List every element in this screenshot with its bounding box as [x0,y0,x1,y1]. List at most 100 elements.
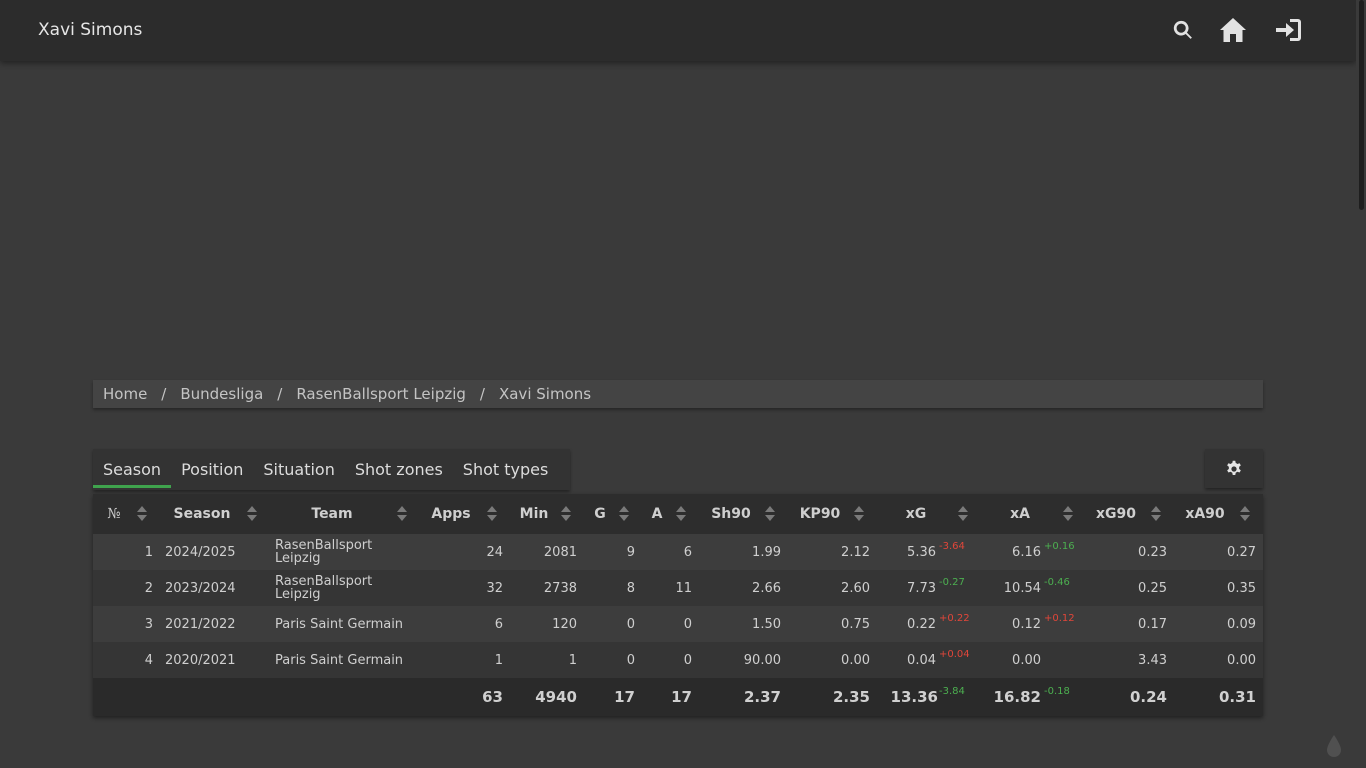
cell-xg: 7.73 [907,580,936,596]
header-goals[interactable]: G [594,506,606,522]
cell-xa90: 0.27 [1227,544,1256,560]
total-xa90: 0.31 [1218,688,1256,706]
header-kp90[interactable]: KP90 [799,506,841,522]
cell-xg-diff: -3.64 [939,541,965,552]
search-icon[interactable] [1168,16,1198,44]
cell-season: 2024/2025 [165,544,236,560]
table-row[interactable]: 2 2023/2024 RasenBallsport Leipzig 32 27… [93,570,1263,606]
cell-goals: 0 [626,652,635,668]
cell-min: 1 [568,652,577,668]
cell-number: 3 [144,616,153,632]
header-apps[interactable]: Apps [431,506,471,522]
cell-min: 2738 [543,580,577,596]
sort-icon[interactable] [247,506,257,522]
cell-xa: 0.12 [1012,616,1041,632]
cell-xg: 0.04 [907,652,936,668]
tab-shot-zones[interactable]: Shot zones [354,460,443,479]
cell-xg-diff: -0.27 [939,577,965,588]
cell-sh90: 1.99 [752,544,781,560]
tab-shot-types[interactable]: Shot types [462,460,549,479]
page-title: Xavi Simons [38,20,143,40]
cell-sh90: 1.50 [752,616,781,632]
tab-season[interactable]: Season [93,449,172,490]
table-header: № Season Team Apps Min G A Sh90 KP90 xG … [93,494,1263,534]
header-team[interactable]: Team [311,506,353,522]
cell-team[interactable]: RasenBallsport Leipzig [275,574,373,602]
table-row[interactable]: 1 2024/2025 RasenBallsport Leipzig 24 20… [93,534,1263,570]
breadcrumb: Home / Bundesliga / RasenBallsport Leipz… [93,380,1263,408]
sort-icon[interactable] [1063,506,1073,522]
cell-xg: 5.36 [907,544,936,560]
cell-goals: 0 [626,616,635,632]
sort-icon[interactable] [397,506,407,522]
table-row[interactable]: 4 2020/2021 Paris Saint Germain 1 1 0 0 … [93,642,1263,678]
tab-situation[interactable]: Situation [263,460,335,479]
header-xa[interactable]: xA [1010,506,1030,522]
cell-kp90: 2.12 [841,544,870,560]
page-scrollbar[interactable] [1356,0,1366,768]
table-row[interactable]: 3 2021/2022 Paris Saint Germain 6 120 0 … [93,606,1263,642]
top-navbar: Xavi Simons [0,0,1356,61]
cell-xa: 10.54 [1003,580,1041,596]
sign-in-icon[interactable] [1273,16,1303,44]
cell-number: 4 [144,652,153,668]
sort-icon[interactable] [137,506,147,522]
breadcrumb-home[interactable]: Home [103,385,148,403]
total-goals: 17 [614,688,635,706]
cell-kp90: 2.60 [841,580,870,596]
stats-tabs: Season Position Situation Shot zones Sho… [93,449,570,490]
breadcrumb-team[interactable]: RasenBallsport Leipzig [296,385,466,403]
cell-team[interactable]: RasenBallsport Leipzig [275,538,373,566]
total-xa: 16.82 [993,688,1041,706]
cell-sh90: 2.66 [752,580,781,596]
cell-xg90: 0.17 [1138,616,1167,632]
cell-team[interactable]: Paris Saint Germain [275,652,404,668]
table-body: 1 2024/2025 RasenBallsport Leipzig 24 20… [93,534,1263,678]
cell-apps: 1 [494,652,503,668]
cell-kp90: 0.75 [841,616,870,632]
sort-icon[interactable] [487,506,497,522]
header-xg90[interactable]: xG90 [1095,506,1136,522]
cell-xa-diff: +0.12 [1044,613,1075,624]
cell-min: 120 [552,616,577,632]
tab-position[interactable]: Position [181,460,244,479]
cell-xa-diff: +0.16 [1044,541,1075,552]
table-settings-button[interactable] [1205,449,1263,488]
cell-goals: 8 [626,580,635,596]
sort-icon[interactable] [1240,506,1250,522]
sort-icon[interactable] [765,506,775,522]
sort-icon[interactable] [561,506,571,522]
header-xg[interactable]: xG [905,506,927,522]
header-number[interactable]: № [107,506,121,522]
gear-icon [1227,460,1241,475]
cell-assists: 11 [675,580,692,596]
sort-icon[interactable] [676,506,686,522]
cell-xa: 6.16 [1012,544,1041,560]
sort-icon[interactable] [958,506,968,522]
total-sh90: 2.37 [743,688,781,706]
season-stats-table: № Season Team Apps Min G A Sh90 KP90 xG … [93,494,1263,716]
breadcrumb-separator: / [479,385,485,403]
header-season[interactable]: Season [173,506,231,522]
header-sh90[interactable]: Sh90 [711,506,751,522]
cell-season: 2023/2024 [165,580,236,596]
header-xa90[interactable]: xA90 [1185,506,1225,522]
cell-team[interactable]: Paris Saint Germain [275,616,404,632]
breadcrumb-league[interactable]: Bundesliga [180,385,264,403]
sort-icon[interactable] [1151,506,1161,522]
total-xg90: 0.24 [1129,688,1167,706]
header-min[interactable]: Min [519,506,549,522]
cell-xa-diff: -0.46 [1044,577,1070,588]
sort-icon[interactable] [854,506,864,522]
breadcrumb-separator: / [277,385,283,403]
theme-drop-icon[interactable] [1325,734,1343,758]
total-assists: 17 [671,688,692,706]
total-xa-diff: -0.18 [1044,686,1070,697]
sort-icon[interactable] [619,506,629,522]
cell-xa: 0.00 [1012,652,1041,668]
scrollbar-thumb[interactable] [1359,0,1364,210]
header-assists[interactable]: A [651,506,663,522]
home-icon[interactable] [1218,16,1248,44]
cell-xg90: 3.43 [1138,652,1167,668]
total-apps: 63 [482,688,503,706]
